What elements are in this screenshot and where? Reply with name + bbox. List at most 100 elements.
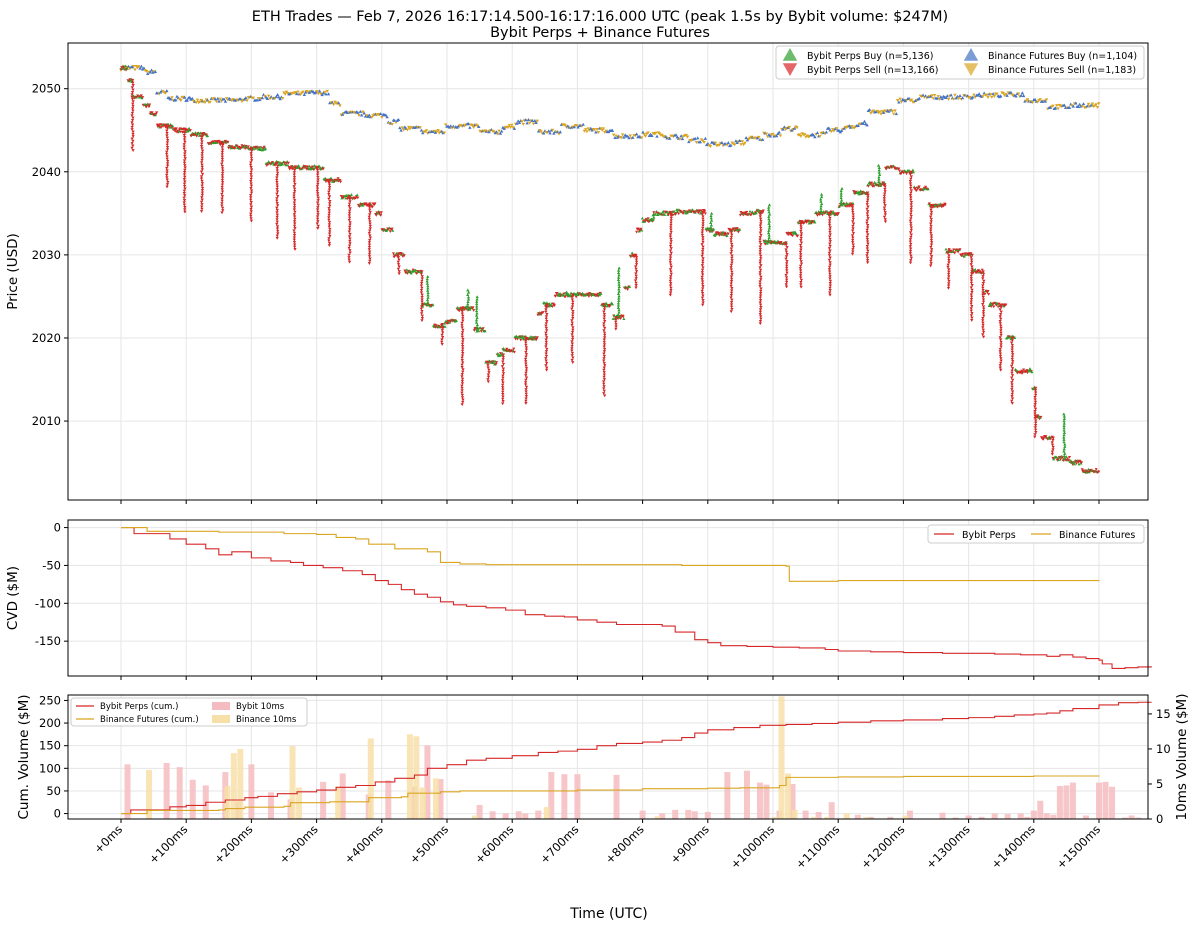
bybit-sell-point [571,361,575,365]
bybit-sell-point [524,378,528,382]
bybit-sell-point [570,298,575,302]
bybit-sell-point [571,293,575,297]
bybit-sell-point [899,171,903,175]
bybit-sell-point [730,298,734,302]
bybit-sell-point [981,293,985,297]
bybit-sell-point [388,230,392,233]
bybit-sell-point [1033,407,1038,411]
bybit-sell-point [735,227,739,230]
bybit-buy-point [926,187,930,191]
binance-buy-point [499,129,504,133]
bybit-sell-point [200,158,204,162]
bybit-sell-point [729,284,733,288]
bybit-sell-point [929,224,933,228]
bybit-10ms-bar [1043,813,1050,819]
bybit-sell-point [970,267,974,271]
bybit-sell-point [999,331,1003,335]
bybit-sell-point [999,329,1003,333]
bybit-buy-point [228,144,232,148]
bybit-sell-point [1010,385,1014,389]
bybit-10ms-bar [854,814,861,819]
legend-marker-icon [963,63,979,76]
bybit-sell-point [828,230,832,234]
binance-buy-point [188,95,192,99]
bybit-buy-point [675,209,679,213]
bybit-buy-point [496,352,500,355]
bybit-sell-point [544,333,548,337]
bybit-sell-point [396,256,401,260]
bybit-sell-point [828,244,832,248]
binance-sell-point [365,114,369,118]
bybit-buy-point [1028,367,1032,370]
bybit-sell-point [730,273,734,276]
bybit-sell-point [882,199,886,203]
bybit-sell-point [183,194,187,198]
bybit-sell-point [221,181,225,185]
bybit-buy-point [599,292,603,295]
bybit-sell-point [729,238,733,242]
bybit-sell-point [866,193,870,197]
bybit-buy-point [882,181,886,184]
bybit-sell-point [460,342,465,346]
bybit-buy-point [766,231,771,235]
bybit-sell-point [730,242,734,246]
bybit-sell-point [379,214,383,217]
bybit-sell-point [147,105,151,109]
bybit-sell-point [157,124,161,128]
bybit-buy-point [617,285,621,289]
bybit-sell-point [969,286,973,290]
binance-buy-point [634,132,639,136]
bybit-sell-point [669,228,673,232]
bybit-sell-point [784,255,789,259]
binance-buy-point [149,68,154,72]
bybit-sell-point [220,195,225,199]
bybit-buy-point [617,294,621,298]
bybit-sell-point [969,307,973,311]
bybit-sell-point [195,134,199,138]
binance-buy-point [790,128,794,132]
bybit-sell-point [1050,450,1055,454]
bybit-buy-point [475,325,479,329]
bybit-sell-point [439,324,444,328]
binance-sell-point [968,95,972,99]
binance-sell-point [620,133,625,137]
binance-sell-point [521,122,526,126]
binance-buy-point [433,130,438,134]
binance-buy-point [477,124,481,129]
bybit-sell-point [544,343,548,347]
bybit-sell-point [865,219,869,223]
bybit-sell-point [220,211,224,215]
bybit-sell-point [379,211,383,215]
bybit-10ms-bar [1096,782,1102,819]
bybit-sell-point [368,257,372,261]
bybit-buy-point [197,131,201,135]
bybit-buy-point [580,291,585,295]
bybit-sell-point [461,398,465,402]
bybit-sell-point [927,202,931,206]
bybit-10ms-bar [828,802,835,819]
binance-buy-point [233,98,238,102]
bybit-sell-point [929,220,933,224]
bybit-sell-point [981,296,985,299]
binance-buy-point [548,131,552,135]
bybit-buy-point [651,213,655,217]
bybit-buy-point [1006,336,1010,339]
binance-10ms-bar [654,816,661,819]
bybit-sell-point [660,213,664,217]
bybit-sell-point [981,291,985,295]
binance-10ms-bar [432,778,439,819]
bybit-sell-point [784,257,788,261]
bybit-sell-point [909,233,913,237]
bybit-10ms-bar [756,782,763,819]
binance-buy-point [824,130,829,134]
bybit-sell-point [249,214,253,218]
binance-sell-point [1030,101,1035,105]
bybit-sell-point [524,336,529,340]
binance-sell-point [394,121,398,125]
bybit-sell-point [729,240,733,244]
bybit-sell-point [602,345,606,349]
cvd-ytick-label: -150 [35,634,61,648]
bybit-sell-point [827,251,831,255]
binance-sell-point [361,110,365,114]
bybit-sell-point [634,286,638,290]
